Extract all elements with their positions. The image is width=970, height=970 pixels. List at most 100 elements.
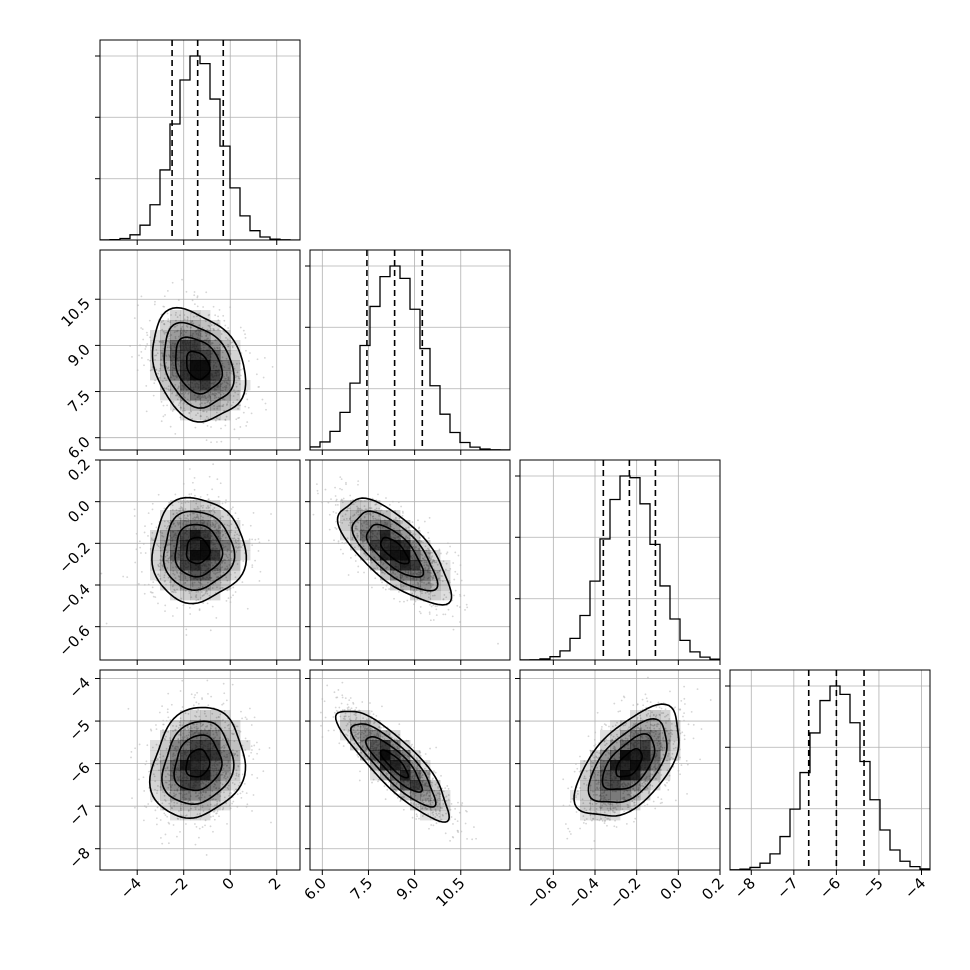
- density-cell: [180, 360, 191, 371]
- scatter-point: [166, 708, 169, 711]
- scatter-point: [354, 525, 357, 528]
- scatter-point: [213, 572, 215, 575]
- scatter-point: [448, 591, 451, 594]
- scatter-point: [244, 336, 247, 339]
- scatter-point: [147, 358, 149, 361]
- density-cell: [170, 500, 181, 511]
- scatter-point: [351, 538, 354, 541]
- scatter-point: [203, 710, 206, 713]
- scatter-point: [196, 507, 198, 510]
- density-cell: [230, 530, 241, 541]
- scatter-point: [179, 830, 181, 833]
- scatter-point: [182, 604, 185, 607]
- scatter-point: [223, 770, 226, 773]
- density-cell: [150, 780, 161, 791]
- density-cell: [410, 550, 421, 561]
- density-cell: [190, 810, 201, 821]
- scatter-point: [196, 305, 199, 308]
- scatter-point: [312, 513, 315, 516]
- scatter-point: [149, 548, 152, 550]
- scatter-point: [220, 427, 222, 430]
- scatter-point: [167, 692, 170, 695]
- scatter-point: [218, 309, 221, 311]
- density-cell: [150, 350, 161, 361]
- density-cell: [210, 770, 221, 781]
- scatter-point: [435, 608, 438, 611]
- scatter-point: [188, 590, 191, 593]
- scatter-point: [163, 812, 166, 815]
- scatter-point: [234, 391, 237, 394]
- density-cell: [180, 810, 191, 821]
- scatter-point: [185, 523, 187, 526]
- scatter-point: [171, 744, 174, 747]
- scatter-point: [233, 534, 236, 537]
- scatter-point: [236, 793, 239, 796]
- density-cell: [210, 370, 221, 381]
- scatter-point: [238, 383, 241, 386]
- density-cell: [410, 540, 421, 551]
- scatter-point: [155, 728, 158, 731]
- scatter-point: [177, 501, 180, 503]
- density-cell: [200, 350, 211, 361]
- scatter-point: [234, 591, 237, 593]
- scatter-point: [180, 502, 183, 505]
- density-cell: [160, 370, 171, 381]
- scatter-point: [174, 747, 177, 750]
- scatter-point: [242, 329, 245, 332]
- scatter-point: [162, 755, 165, 758]
- density-cell: [420, 590, 431, 601]
- density-cell: [400, 520, 411, 531]
- density-cell: [190, 330, 201, 341]
- scatter-point: [373, 556, 375, 559]
- density-cell: [390, 560, 401, 571]
- scatter-point: [218, 729, 220, 731]
- scatter-point: [256, 741, 258, 744]
- scatter-point: [406, 599, 409, 602]
- scatter-point: [155, 724, 157, 726]
- scatter-point: [163, 580, 166, 583]
- scatter-point: [345, 518, 348, 520]
- scatter-point: [233, 790, 236, 792]
- scatter-point: [335, 512, 337, 514]
- scatter-point: [438, 577, 440, 580]
- scatter-point: [230, 529, 233, 532]
- density-cell: [210, 570, 221, 581]
- scatter-point: [179, 507, 182, 510]
- scatter-point: [168, 335, 171, 337]
- density-cell: [360, 530, 371, 541]
- scatter-point: [424, 592, 427, 594]
- scatter-point: [167, 773, 169, 775]
- scatter-point: [206, 328, 209, 331]
- scatter-point: [354, 501, 357, 504]
- density-cell: [220, 550, 231, 561]
- density-cell: [200, 710, 211, 721]
- scatter-point: [203, 728, 206, 731]
- contour-line: [163, 321, 235, 409]
- contour-line: [336, 497, 453, 606]
- scatter-point: [251, 773, 253, 776]
- density-cell: [230, 780, 241, 791]
- scatter-point: [209, 391, 212, 394]
- scatter-point: [174, 337, 177, 340]
- density-cell: [230, 520, 241, 531]
- scatter-point: [234, 778, 237, 780]
- scatter-point: [180, 809, 182, 812]
- scatter-point: [351, 536, 354, 539]
- density-cell: [380, 550, 391, 561]
- scatter-point: [377, 561, 380, 564]
- scatter-point: [168, 780, 171, 783]
- scatter-point: [357, 521, 360, 524]
- scatter-point: [209, 825, 212, 828]
- scatter-point: [184, 517, 186, 520]
- scatter-point: [336, 503, 339, 506]
- scatter-point: [159, 558, 161, 561]
- density-cell: [170, 790, 181, 801]
- scatter-point: [176, 398, 179, 401]
- scatter-point: [194, 494, 196, 497]
- scatter-point: [429, 807, 432, 810]
- scatter-point: [182, 583, 185, 585]
- scatter-point: [187, 518, 190, 521]
- scatter-point: [196, 813, 199, 816]
- density-cell: [200, 520, 211, 531]
- scatter-point: [200, 515, 203, 518]
